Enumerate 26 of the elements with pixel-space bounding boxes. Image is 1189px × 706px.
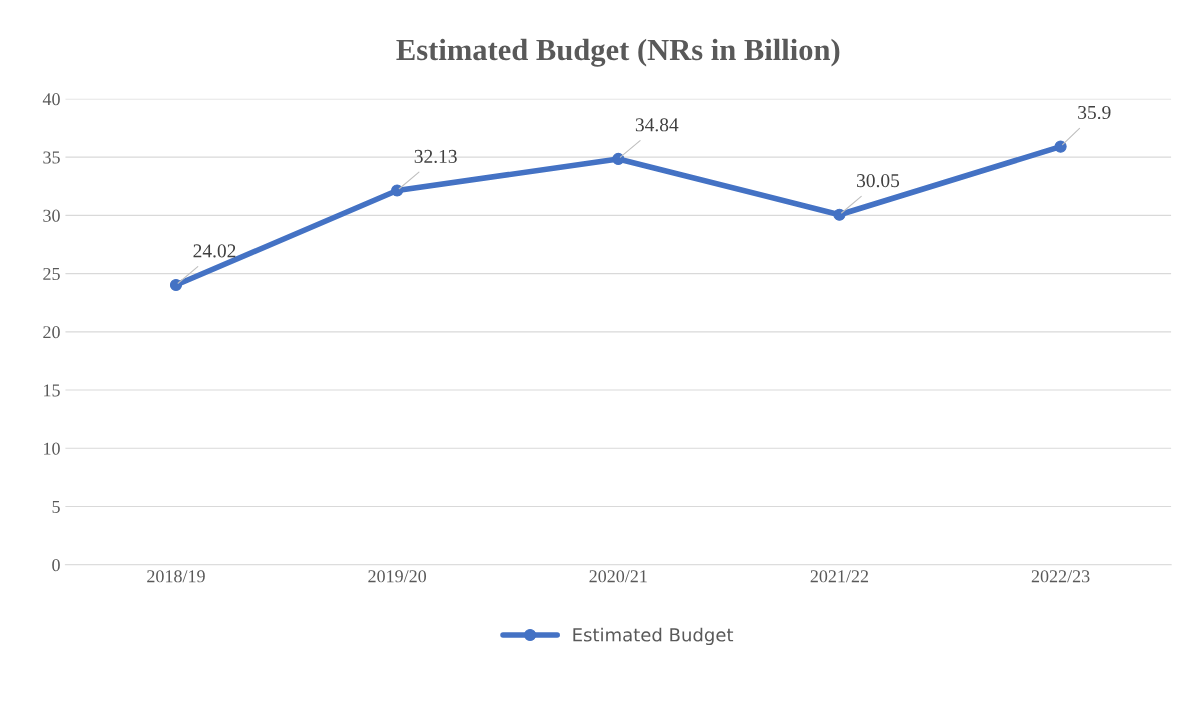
y-tick-label: 0 bbox=[52, 559, 60, 572]
point bbox=[612, 152, 625, 166]
chart-title: Estimated Budget (NRs in Billion) bbox=[396, 38, 840, 67]
y-tick-label: 5 bbox=[52, 501, 60, 513]
data-label: 30.05 bbox=[857, 174, 900, 188]
y-tick-label: 40 bbox=[42, 93, 60, 106]
x-tick-label: 2018/19 bbox=[147, 570, 205, 583]
data-label: 32.13 bbox=[414, 149, 457, 164]
point bbox=[1054, 140, 1067, 153]
data-label: 24.02 bbox=[193, 244, 236, 258]
x-tick-label: 2021/22 bbox=[810, 570, 869, 583]
legend-label: Estimated Budget bbox=[573, 627, 734, 646]
x-tick-label: 2022/23 bbox=[1031, 570, 1090, 583]
x-tick-label: 2020/21 bbox=[589, 570, 647, 583]
point bbox=[833, 208, 846, 221]
y-tick-label: 30 bbox=[43, 209, 60, 222]
y-tick-label: 35 bbox=[43, 151, 60, 164]
data-label: 34.84 bbox=[635, 118, 679, 132]
data-label: 35.9 bbox=[1078, 105, 1111, 120]
y-tick-label: 20 bbox=[43, 326, 60, 339]
y-tick-label: 10 bbox=[44, 442, 60, 455]
point bbox=[391, 184, 404, 197]
x-tick-label: 2019/20 bbox=[368, 570, 427, 583]
y-tick-label: 15 bbox=[44, 384, 60, 397]
point bbox=[169, 278, 183, 292]
y-tick-label: 25 bbox=[43, 267, 60, 281]
